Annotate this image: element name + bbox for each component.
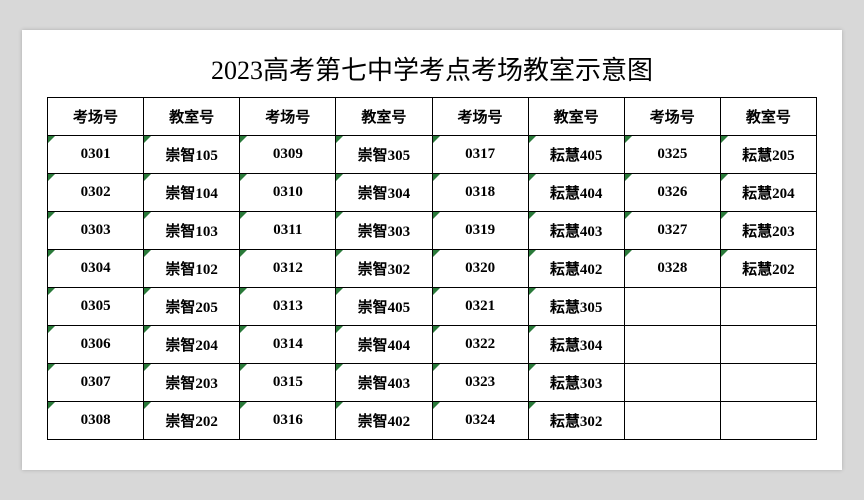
table-cell: 崇智205 — [144, 288, 240, 326]
table-cell — [624, 326, 720, 364]
table-cell: 崇智104 — [144, 174, 240, 212]
table-cell: 0324 — [432, 402, 528, 440]
header-row: 考场号 教室号 考场号 教室号 考场号 教室号 考场号 教室号 — [48, 98, 817, 136]
table-cell: 崇智302 — [336, 250, 432, 288]
table-row: 0304崇智1020312崇智3020320耘慧4020328耘慧202 — [48, 250, 817, 288]
table-cell: 耘慧202 — [720, 250, 816, 288]
table-cell: 0316 — [240, 402, 336, 440]
table-cell: 耘慧205 — [720, 136, 816, 174]
table-cell: 0326 — [624, 174, 720, 212]
table-cell: 0318 — [432, 174, 528, 212]
table-cell — [720, 326, 816, 364]
table-cell: 0303 — [48, 212, 144, 250]
table-row: 0305崇智2050313崇智4050321耘慧305 — [48, 288, 817, 326]
table-cell: 耘慧304 — [528, 326, 624, 364]
table-cell: 耘慧204 — [720, 174, 816, 212]
table-cell: 崇智303 — [336, 212, 432, 250]
table-cell: 0307 — [48, 364, 144, 402]
page-container: 2023高考第七中学考点考场教室示意图 考场号 教室号 考场号 教室号 考场号 … — [22, 30, 842, 470]
table-cell — [720, 402, 816, 440]
table-cell: 0302 — [48, 174, 144, 212]
table-cell: 崇智402 — [336, 402, 432, 440]
table-cell: 0308 — [48, 402, 144, 440]
table-cell: 0312 — [240, 250, 336, 288]
table-cell: 崇智102 — [144, 250, 240, 288]
table-cell: 耘慧303 — [528, 364, 624, 402]
header-cell: 教室号 — [144, 98, 240, 136]
table-cell: 崇智405 — [336, 288, 432, 326]
table-cell: 崇智403 — [336, 364, 432, 402]
table-cell: 0301 — [48, 136, 144, 174]
table-cell: 崇智202 — [144, 402, 240, 440]
header-cell: 考场号 — [624, 98, 720, 136]
table-cell: 0314 — [240, 326, 336, 364]
table-cell: 耘慧302 — [528, 402, 624, 440]
table-cell: 崇智204 — [144, 326, 240, 364]
table-cell: 耘慧405 — [528, 136, 624, 174]
table-cell: 0309 — [240, 136, 336, 174]
table-row: 0301崇智1050309崇智3050317耘慧4050325耘慧205 — [48, 136, 817, 174]
header-cell: 教室号 — [720, 98, 816, 136]
header-cell: 教室号 — [336, 98, 432, 136]
header-cell: 考场号 — [432, 98, 528, 136]
table-cell: 崇智105 — [144, 136, 240, 174]
table-cell: 0315 — [240, 364, 336, 402]
table-cell: 0327 — [624, 212, 720, 250]
table-row: 0302崇智1040310崇智3040318耘慧4040326耘慧204 — [48, 174, 817, 212]
table-cell: 0310 — [240, 174, 336, 212]
table-cell: 0305 — [48, 288, 144, 326]
table-cell: 0328 — [624, 250, 720, 288]
table-row: 0308崇智2020316崇智4020324耘慧302 — [48, 402, 817, 440]
table-cell: 耘慧203 — [720, 212, 816, 250]
header-cell: 考场号 — [240, 98, 336, 136]
table-cell: 0321 — [432, 288, 528, 326]
table-cell: 0319 — [432, 212, 528, 250]
table-row: 0307崇智2030315崇智4030323耘慧303 — [48, 364, 817, 402]
table-cell: 耘慧404 — [528, 174, 624, 212]
header-cell: 考场号 — [48, 98, 144, 136]
table-cell: 0317 — [432, 136, 528, 174]
table-cell — [624, 364, 720, 402]
table-cell: 崇智103 — [144, 212, 240, 250]
exam-room-table: 考场号 教室号 考场号 教室号 考场号 教室号 考场号 教室号 0301崇智10… — [47, 97, 817, 440]
header-cell: 教室号 — [528, 98, 624, 136]
table-cell: 0322 — [432, 326, 528, 364]
table-body: 0301崇智1050309崇智3050317耘慧4050325耘慧2050302… — [48, 136, 817, 440]
table-cell: 崇智404 — [336, 326, 432, 364]
table-cell: 0313 — [240, 288, 336, 326]
page-title: 2023高考第七中学考点考场教室示意图 — [47, 50, 817, 87]
table-cell — [624, 288, 720, 326]
table-row: 0306崇智2040314崇智4040322耘慧304 — [48, 326, 817, 364]
table-cell: 崇智305 — [336, 136, 432, 174]
table-cell: 耘慧402 — [528, 250, 624, 288]
table-cell: 耘慧403 — [528, 212, 624, 250]
table-cell — [720, 288, 816, 326]
table-cell — [624, 402, 720, 440]
table-cell: 0304 — [48, 250, 144, 288]
table-cell: 耘慧305 — [528, 288, 624, 326]
table-cell: 崇智203 — [144, 364, 240, 402]
table-cell: 0311 — [240, 212, 336, 250]
table-cell: 崇智304 — [336, 174, 432, 212]
table-cell: 0320 — [432, 250, 528, 288]
table-cell: 0323 — [432, 364, 528, 402]
table-cell: 0306 — [48, 326, 144, 364]
table-row: 0303崇智1030311崇智3030319耘慧4030327耘慧203 — [48, 212, 817, 250]
table-cell: 0325 — [624, 136, 720, 174]
table-cell — [720, 364, 816, 402]
